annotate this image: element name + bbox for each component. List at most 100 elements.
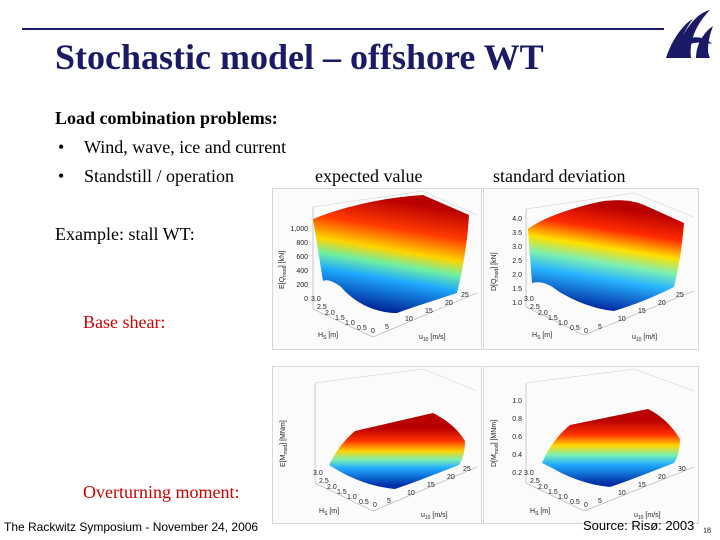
u-tick: 20 <box>447 474 455 481</box>
z-tick: 0.6 <box>512 434 522 441</box>
z-tick: 2.0 <box>512 272 522 279</box>
page-number: 18 <box>703 526 711 535</box>
surface-plot: 4.0 3.5 3.0 2.5 2.0 1.5 1.0 D[Qmod] [kN]… <box>491 192 695 343</box>
z-tick: 600 <box>296 254 308 261</box>
u-tick: 20 <box>658 300 666 307</box>
hs-axis-label: HS [m] <box>532 332 552 341</box>
u-tick: 15 <box>425 308 433 315</box>
plot-expected-overturning-moment: E[Mmod] [MNm] 3.0 2.5 2.0 1.5 1.0 0.5 0 … <box>272 366 482 524</box>
bullet-marker: • <box>58 137 65 157</box>
hs-tick: 0 <box>371 328 375 335</box>
u-tick: 15 <box>638 482 646 489</box>
u-tick: 5 <box>387 498 391 505</box>
u-tick: 25 <box>461 292 469 299</box>
z-axis-label: E[Qmod] [kN] <box>279 251 288 289</box>
z-tick: 0.8 <box>512 416 522 423</box>
bullet-text: Standstill / operation <box>84 166 234 186</box>
university-logo <box>664 8 714 60</box>
u-tick: 10 <box>618 316 626 323</box>
hs-tick: 2.5 <box>530 304 540 311</box>
u-axis-label: u10 [m/t] <box>632 334 657 343</box>
hs-tick: 0 <box>373 502 377 509</box>
hs-tick: 1.5 <box>337 489 347 496</box>
z-axis-label: D[Mmod] [MNm] <box>491 420 500 467</box>
hs-tick: 1.5 <box>548 315 558 322</box>
hs-tick: 2.5 <box>530 478 540 485</box>
title-rule <box>22 28 664 30</box>
z-axis-label: D[Qmod] [kN] <box>491 252 500 291</box>
hs-tick: 0.5 <box>570 499 580 506</box>
hs-tick: 2.5 <box>317 304 327 311</box>
hs-tick: 2.0 <box>327 484 337 491</box>
z-tick: 3.0 <box>512 244 522 251</box>
surface-plot: E[Mmod] [MNm] 3.0 2.5 2.0 1.5 1.0 0.5 0 … <box>280 368 478 521</box>
column-label-expected: expected value <box>315 166 423 186</box>
bullet-item: • Standstill / operation <box>58 166 234 187</box>
z-tick: 4.0 <box>512 216 522 223</box>
z-tick: 0.4 <box>512 452 522 459</box>
source-credit: Source: Risø: 2003 <box>583 518 695 533</box>
surface-plot: 1,000 800 600 400 200 0 E[Qmod] [kN] 3.0… <box>279 190 478 343</box>
slide-title: Stochastic model – offshore WT <box>55 37 544 77</box>
hs-tick: 0.5 <box>359 499 369 506</box>
u-tick: 15 <box>638 308 646 315</box>
hs-tick: 2.0 <box>325 310 335 317</box>
hs-tick: 1.5 <box>335 315 345 322</box>
hs-tick: 1.0 <box>345 320 355 327</box>
footer-text: The Rackwitz Symposium - November 24, 20… <box>4 520 259 534</box>
example-label: Example: stall WT: <box>55 224 195 244</box>
u-tick: 25 <box>676 292 684 299</box>
row-label-base-shear: Base shear: <box>83 312 166 332</box>
hs-tick: 1.0 <box>558 320 568 327</box>
bullet-marker: • <box>58 166 65 186</box>
z-tick: 1.0 <box>512 398 522 405</box>
hs-tick: 1.5 <box>548 489 558 496</box>
u-tick: 10 <box>405 316 413 323</box>
hs-tick: 2.5 <box>319 478 329 485</box>
hs-tick: 0 <box>584 328 588 335</box>
u-tick: 10 <box>407 490 415 497</box>
u-axis-label: u10 [m/s] <box>421 512 448 521</box>
u-tick: 20 <box>445 300 453 307</box>
hs-tick: 2.0 <box>538 310 548 317</box>
hs-tick: 3.0 <box>311 296 321 303</box>
hs-tick: 2.0 <box>538 484 548 491</box>
z-tick: 200 <box>296 282 308 289</box>
u-tick: 30 <box>678 466 686 473</box>
section-heading: Load combination problems: <box>55 108 278 128</box>
bullet-text: Wind, wave, ice and current <box>84 137 287 157</box>
hs-tick: 0.5 <box>570 325 580 332</box>
column-label-stddev: standard deviation <box>493 166 626 186</box>
z-tick: 2.5 <box>512 258 522 265</box>
surface-plot: 1.0 0.8 0.6 0.4 0.2 D[Mmod] [MNm] 3.0 2.… <box>491 368 695 521</box>
hs-tick: 0.5 <box>357 325 367 332</box>
plot-expected-base-shear: 1,000 800 600 400 200 0 E[Qmod] [kN] 3.0… <box>272 188 482 350</box>
hs-tick: 1.0 <box>347 494 357 501</box>
plot-stddev-overturning-moment: 1.0 0.8 0.6 0.4 0.2 D[Mmod] [MNm] 3.0 2.… <box>483 366 699 524</box>
row-label-overturning-moment: Overturning moment: <box>83 482 240 502</box>
bullet-item: • Wind, wave, ice and current <box>58 137 286 158</box>
z-tick: 1.5 <box>512 286 522 293</box>
z-tick: 1.0 <box>512 300 522 307</box>
z-axis-label: E[Mmod] [MNm] <box>280 420 289 467</box>
u-tick: 15 <box>427 482 435 489</box>
z-tick: 800 <box>296 240 308 247</box>
z-tick: 0.2 <box>512 470 522 477</box>
z-tick: 0 <box>304 296 308 303</box>
z-tick: 1,000 <box>290 226 308 233</box>
plot-stddev-base-shear: 4.0 3.5 3.0 2.5 2.0 1.5 1.0 D[Qmod] [kN]… <box>483 188 699 350</box>
z-tick: 3.5 <box>512 230 522 237</box>
z-tick: 400 <box>296 268 308 275</box>
hs-axis-label: HS [m] <box>318 332 338 341</box>
u-tick: 5 <box>598 324 602 331</box>
u-tick: 25 <box>463 466 471 473</box>
u-tick: 20 <box>658 474 666 481</box>
hs-tick: 1.0 <box>558 494 568 501</box>
u-tick: 5 <box>598 498 602 505</box>
hs-tick: 3.0 <box>313 470 323 477</box>
hs-axis-label: HS [m] <box>319 508 339 517</box>
u-tick: 5 <box>385 324 389 331</box>
u-axis-label: u10 [m/s] <box>419 334 446 343</box>
u-axis-label: u10 [m/s] <box>634 512 661 521</box>
u-tick: 10 <box>618 490 626 497</box>
